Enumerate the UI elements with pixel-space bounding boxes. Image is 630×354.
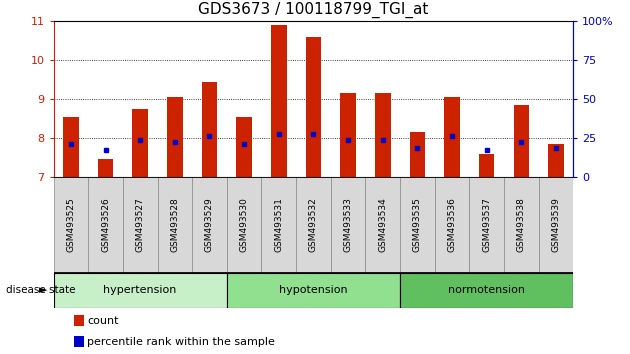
Bar bbox=[192, 177, 227, 273]
Text: GSM493535: GSM493535 bbox=[413, 197, 422, 252]
Text: GSM493533: GSM493533 bbox=[343, 197, 353, 252]
Bar bbox=[227, 177, 261, 273]
Text: GSM493528: GSM493528 bbox=[170, 198, 180, 252]
Bar bbox=[54, 177, 88, 273]
Bar bbox=[469, 177, 504, 273]
Text: GSM493537: GSM493537 bbox=[482, 197, 491, 252]
Bar bbox=[410, 132, 425, 177]
Bar bbox=[202, 82, 217, 177]
Bar bbox=[227, 273, 400, 308]
Bar bbox=[504, 177, 539, 273]
Bar bbox=[261, 177, 296, 273]
Bar bbox=[74, 315, 84, 326]
Bar bbox=[375, 93, 391, 177]
Text: GSM493525: GSM493525 bbox=[66, 198, 76, 252]
Text: GSM493538: GSM493538 bbox=[517, 197, 526, 252]
Text: count: count bbox=[88, 316, 119, 326]
Bar bbox=[88, 177, 123, 273]
Text: ►: ► bbox=[39, 285, 47, 295]
Bar bbox=[479, 154, 495, 177]
Bar bbox=[63, 116, 79, 177]
Text: GSM493526: GSM493526 bbox=[101, 198, 110, 252]
Text: GSM493530: GSM493530 bbox=[239, 197, 249, 252]
Text: hypotension: hypotension bbox=[279, 285, 348, 295]
Text: GSM493531: GSM493531 bbox=[274, 197, 284, 252]
Bar bbox=[331, 177, 365, 273]
Bar bbox=[548, 144, 564, 177]
Bar bbox=[435, 177, 469, 273]
Text: normotension: normotension bbox=[448, 285, 525, 295]
Bar bbox=[123, 177, 158, 273]
Bar bbox=[271, 25, 287, 177]
Bar bbox=[236, 116, 252, 177]
Text: GSM493532: GSM493532 bbox=[309, 198, 318, 252]
Title: GDS3673 / 100118799_TGI_at: GDS3673 / 100118799_TGI_at bbox=[198, 2, 428, 18]
Bar bbox=[400, 273, 573, 308]
Bar bbox=[539, 177, 573, 273]
Bar bbox=[365, 177, 400, 273]
Text: GSM493529: GSM493529 bbox=[205, 198, 214, 252]
Bar bbox=[167, 97, 183, 177]
Bar bbox=[74, 336, 84, 347]
Bar bbox=[132, 109, 148, 177]
Bar bbox=[513, 105, 529, 177]
Bar bbox=[444, 97, 460, 177]
Text: percentile rank within the sample: percentile rank within the sample bbox=[88, 337, 275, 347]
Text: hypertension: hypertension bbox=[103, 285, 177, 295]
Bar bbox=[296, 177, 331, 273]
Bar bbox=[400, 177, 435, 273]
Text: GSM493539: GSM493539 bbox=[551, 197, 561, 252]
Text: GSM493527: GSM493527 bbox=[135, 198, 145, 252]
Text: disease state: disease state bbox=[6, 285, 76, 295]
Bar bbox=[54, 273, 227, 308]
Bar bbox=[340, 93, 356, 177]
Bar bbox=[98, 159, 113, 177]
Text: GSM493536: GSM493536 bbox=[447, 197, 457, 252]
Text: GSM493534: GSM493534 bbox=[378, 198, 387, 252]
Bar bbox=[306, 37, 321, 177]
Bar bbox=[158, 177, 192, 273]
